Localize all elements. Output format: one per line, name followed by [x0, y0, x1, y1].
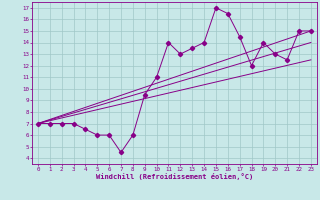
X-axis label: Windchill (Refroidissement éolien,°C): Windchill (Refroidissement éolien,°C) — [96, 173, 253, 180]
